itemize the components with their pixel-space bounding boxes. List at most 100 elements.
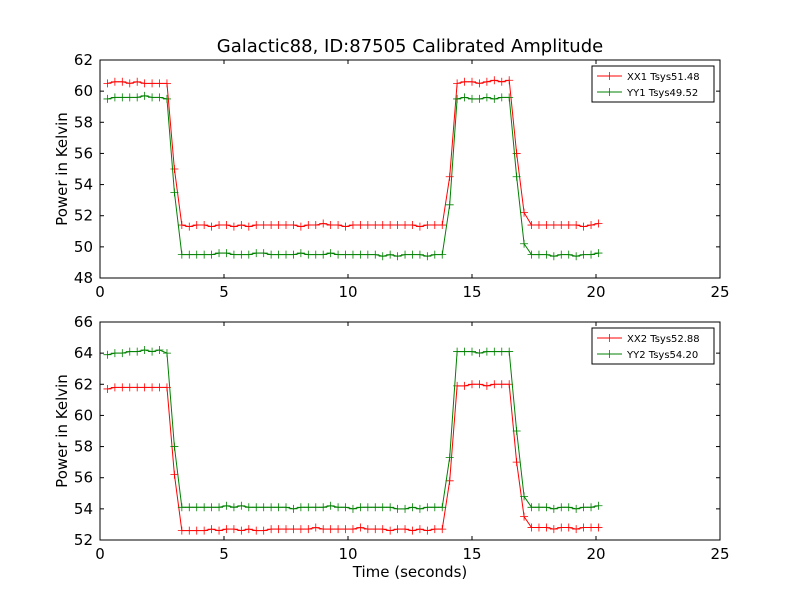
top-series-1-point — [430, 221, 439, 230]
chart-title: Galactic88, ID:87505 Calibrated Amplitud… — [217, 36, 603, 57]
bottom-series-1-point — [125, 383, 134, 392]
top-series-2-point — [527, 250, 536, 259]
top-series-2-point — [200, 250, 209, 259]
top-series-1-point — [572, 221, 581, 230]
top-series-2-point — [438, 250, 447, 259]
bottom-series-2-point — [222, 501, 231, 510]
top-series-1-point — [222, 221, 231, 230]
bottom-series-1-point — [304, 525, 313, 534]
bottom-series-2-point — [438, 503, 447, 512]
bottom-series-1-point — [319, 525, 328, 534]
bottom-series-2-point — [542, 503, 551, 512]
top-legend — [591, 65, 715, 103]
top-series-1-point — [334, 221, 343, 230]
top-series-2-point — [497, 93, 506, 102]
top-series-1-point — [423, 221, 432, 230]
bottom-series-2-point — [594, 501, 603, 510]
top-series-2-point — [237, 250, 246, 259]
bottom-series-2-point — [460, 347, 469, 356]
top-series-1-point — [505, 76, 514, 85]
top-series-1-point — [594, 219, 603, 228]
bottom-series-2-point — [207, 503, 216, 512]
bottom-series-1-point — [110, 383, 119, 392]
bottom-series-2-point — [237, 501, 246, 510]
top-series-2-point — [274, 250, 283, 259]
bottom-series-1-point — [363, 525, 372, 534]
bottom-series-2-point — [587, 503, 596, 512]
top-series-1-point — [110, 77, 119, 86]
bottom-y-tick-label: 62 — [74, 375, 93, 393]
top-y-tick-label: 52 — [74, 207, 93, 225]
top-legend-label-1: XX1 Tsys51.48 — [627, 72, 700, 83]
bottom-x-tick-label: 20 — [586, 545, 605, 563]
subplot-bottom: 0 5 10 15 20 25 52 54 56 58 60 62 64 66 Power in Kelvi… — [53, 313, 730, 581]
top-series-2-point — [148, 93, 157, 102]
bottom-x-tick-label: 10 — [338, 545, 357, 563]
top-series-1-point — [274, 221, 283, 230]
top-y-tick-label: 60 — [74, 82, 93, 100]
bottom-series-1-point — [468, 380, 476, 389]
bottom-series-2-point — [430, 503, 439, 512]
bottom-series-2-point — [408, 503, 417, 512]
bottom-series-2-point — [103, 350, 112, 359]
subplot-top: 0 5 10 15 20 25 48 50 52 54 56 58 60 62 Power in Kelvi… — [53, 51, 730, 301]
top-series-1-point — [118, 77, 127, 86]
top-series-1-point — [542, 221, 551, 230]
bottom-series-2-point — [192, 503, 201, 512]
top-series-2-point — [430, 250, 439, 259]
top-series-1-point — [177, 221, 186, 230]
top-y-tick-label: 62 — [74, 51, 93, 69]
bottom-series-2-point — [319, 503, 328, 512]
top-series-2-point — [162, 94, 171, 103]
top-series-1-point — [185, 222, 194, 231]
bottom-series-2-point — [401, 504, 410, 513]
top-series-2-point — [177, 250, 186, 259]
top-series-1-point — [125, 79, 134, 88]
top-series-1-point — [401, 221, 410, 230]
bottom-series-1-point — [520, 512, 529, 521]
top-series-2-point — [155, 93, 164, 102]
top-series-1-point — [229, 222, 238, 231]
bottom-series-2-point — [185, 503, 194, 512]
top-series-1-point — [215, 221, 224, 230]
top-series-2-point — [356, 250, 365, 259]
bottom-series-1-point — [378, 525, 387, 534]
top-series-1-point — [363, 221, 372, 230]
top-series-1-point — [148, 79, 157, 88]
top-series-2-point — [334, 250, 343, 259]
bottom-series-2-point — [296, 503, 305, 512]
bottom-series-1-point — [177, 526, 186, 535]
bottom-series-1-point — [490, 380, 499, 389]
bottom-series-1-point — [482, 381, 491, 390]
top-legend-label-2: YY1 Tsys49.52 — [626, 88, 698, 99]
bottom-series-1-point — [445, 476, 454, 485]
bottom-series-1-point — [244, 525, 253, 534]
bottom-series-1-point — [527, 523, 536, 532]
top-series-2-point — [386, 250, 395, 259]
top-series-2-point — [311, 250, 320, 259]
top-series-1-point — [475, 79, 484, 88]
top-series-1-point — [453, 79, 462, 88]
top-series-2-point — [408, 250, 417, 259]
top-series-1-point — [460, 77, 469, 86]
bottom-series-1-point — [207, 525, 216, 534]
bottom-series-1-point — [192, 526, 201, 535]
top-series-2-point — [415, 250, 424, 259]
bottom-series-2-point — [512, 427, 521, 435]
bottom-series-2-point — [490, 347, 499, 356]
bottom-series-2-point — [393, 504, 402, 513]
top-series-2-point — [118, 93, 127, 102]
bottom-series-1-point — [572, 525, 581, 534]
top-series-2-point — [326, 249, 335, 258]
top-series-1-point — [192, 221, 201, 230]
top-x-tick-label: 20 — [586, 283, 605, 301]
bottom-series-2-point — [356, 503, 365, 512]
bottom-series-1-point — [103, 384, 112, 393]
top-series-2-point — [520, 239, 529, 248]
bottom-y-tick-label: 56 — [74, 469, 93, 487]
bottom-series-2-point — [334, 503, 343, 512]
top-series-1-point — [252, 221, 261, 230]
bottom-series-2-point — [170, 442, 179, 451]
top-series-2-point — [549, 252, 558, 261]
top-series-2-point — [512, 172, 521, 181]
